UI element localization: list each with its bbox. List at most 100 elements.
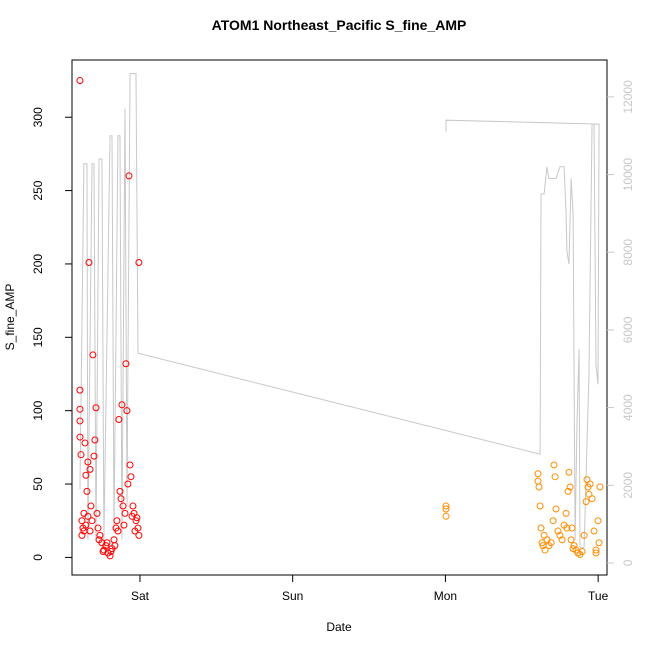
point xyxy=(131,527,139,535)
point xyxy=(124,480,132,488)
point xyxy=(547,539,555,547)
point xyxy=(129,502,137,510)
point xyxy=(595,539,603,547)
point xyxy=(118,401,126,409)
point xyxy=(114,527,122,535)
y-tick-label: 50 xyxy=(31,477,45,491)
y2-tick-label: 2000 xyxy=(621,472,635,499)
point xyxy=(86,527,94,535)
point xyxy=(76,405,84,413)
y-tick-label: 150 xyxy=(31,327,45,347)
point xyxy=(103,539,111,547)
point xyxy=(549,517,557,525)
point xyxy=(113,517,121,525)
point xyxy=(442,502,450,510)
point xyxy=(76,386,84,394)
y2-tick-label: 6000 xyxy=(621,316,635,343)
point xyxy=(567,536,575,544)
y2-tick-label: 10000 xyxy=(621,158,635,192)
point xyxy=(550,461,558,469)
point xyxy=(537,524,545,532)
point xyxy=(117,495,125,503)
point xyxy=(536,502,544,510)
point xyxy=(551,473,559,481)
point xyxy=(115,415,123,423)
x-tick-label: Sat xyxy=(131,589,150,603)
point xyxy=(556,531,564,539)
point xyxy=(78,517,86,525)
point xyxy=(132,517,140,525)
point xyxy=(580,531,588,539)
point xyxy=(90,452,98,460)
point xyxy=(87,502,95,510)
point xyxy=(570,542,578,550)
point xyxy=(76,77,84,85)
point xyxy=(540,531,548,539)
point xyxy=(76,417,84,425)
point xyxy=(568,524,576,532)
y2-tick-label: 4000 xyxy=(621,394,635,421)
line xyxy=(79,73,600,548)
point xyxy=(111,542,119,550)
point xyxy=(95,536,103,544)
y-axis-label: S_fine_AMP xyxy=(3,284,17,351)
point xyxy=(558,536,566,544)
point xyxy=(106,552,114,560)
point xyxy=(85,258,93,266)
point xyxy=(127,473,135,481)
point xyxy=(578,548,586,556)
y2-tick-label: 0 xyxy=(621,559,635,566)
x-tick-label: Mon xyxy=(434,589,457,603)
point xyxy=(126,461,134,469)
plot-box xyxy=(71,59,608,576)
point xyxy=(84,458,92,466)
point xyxy=(582,498,590,506)
point xyxy=(93,509,101,517)
point xyxy=(99,548,107,556)
point xyxy=(592,546,600,554)
point xyxy=(96,531,104,539)
point xyxy=(588,495,596,503)
point xyxy=(565,468,573,476)
point xyxy=(107,548,115,556)
x-tick-label: Tue xyxy=(588,589,609,603)
x-tick-label: Sun xyxy=(282,589,303,603)
point xyxy=(86,465,94,473)
point xyxy=(92,404,100,412)
point xyxy=(135,258,143,266)
point xyxy=(88,517,96,525)
point xyxy=(91,436,99,444)
point xyxy=(564,487,572,495)
point xyxy=(81,439,89,447)
point xyxy=(563,524,571,532)
point xyxy=(89,351,97,359)
point xyxy=(76,433,84,441)
point xyxy=(83,487,91,495)
point xyxy=(123,407,131,415)
point xyxy=(82,471,90,479)
y2-tick-label: 8000 xyxy=(621,239,635,266)
chart-title: ATOM1 Northeast_Pacific S_fine_AMP xyxy=(212,17,467,33)
point xyxy=(119,502,127,510)
point xyxy=(534,470,542,478)
point xyxy=(135,531,143,539)
point xyxy=(77,451,85,459)
point xyxy=(84,512,92,520)
point xyxy=(102,542,110,550)
point xyxy=(586,480,594,488)
y-tick-label: 200 xyxy=(31,254,45,274)
point xyxy=(442,505,450,513)
point xyxy=(566,483,574,491)
point xyxy=(592,549,600,557)
point xyxy=(596,483,604,491)
point xyxy=(541,546,549,554)
point xyxy=(120,521,128,529)
point xyxy=(82,521,90,529)
point xyxy=(574,549,582,557)
point xyxy=(590,527,598,535)
y-tick-label: 100 xyxy=(31,400,45,420)
point xyxy=(133,514,141,522)
point xyxy=(562,509,570,517)
